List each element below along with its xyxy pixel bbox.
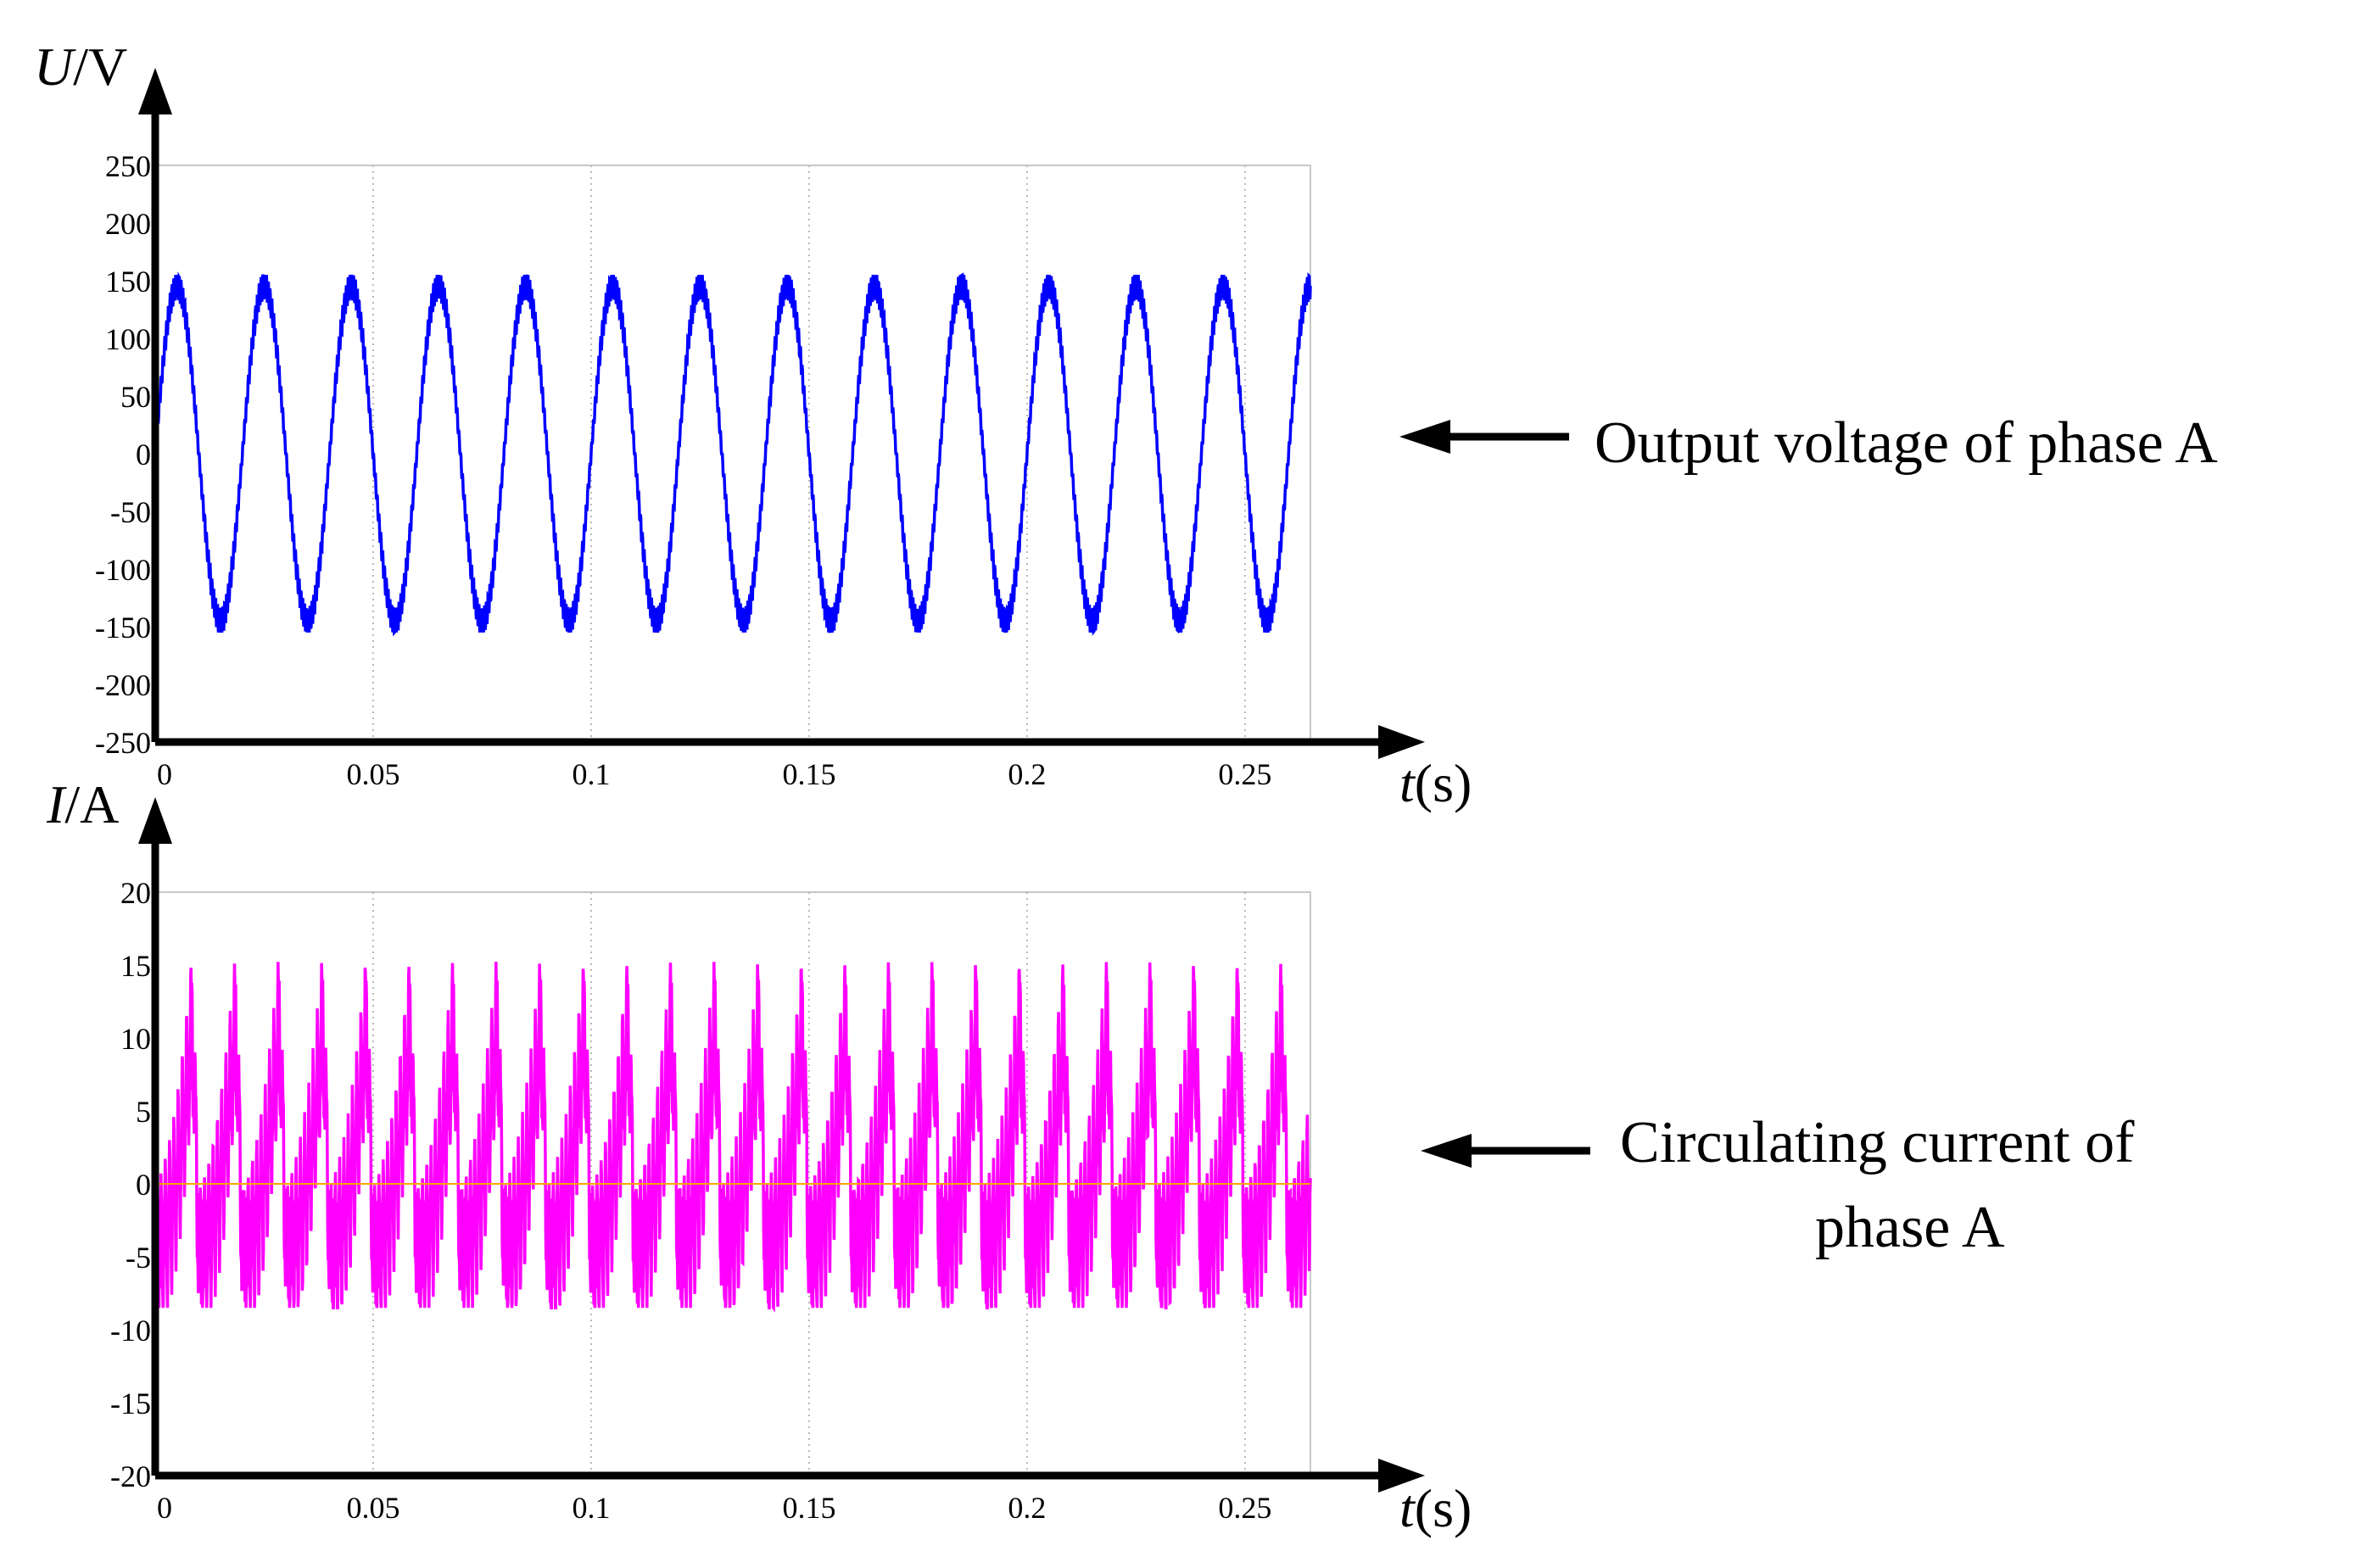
- current-xtick-label: 0.2: [1008, 1491, 1046, 1525]
- current-xtick-label: 0.25: [1218, 1491, 1271, 1525]
- current-ytick-label: -15: [110, 1387, 151, 1420]
- voltage-ytick-label: 250: [105, 149, 151, 183]
- voltage-annotation: Output voltage of phase A: [1595, 410, 2218, 476]
- current-y-axis-unit: /A: [64, 774, 119, 834]
- current-ytick-label: 5: [136, 1095, 151, 1129]
- current-series-line-0: [154, 962, 1312, 1313]
- current-xtick-label: 0.15: [782, 1491, 835, 1525]
- voltage-ytick-label: -50: [110, 495, 151, 529]
- current-xtick-label: 0: [157, 1491, 172, 1525]
- voltage-x-axis-var: t: [1399, 753, 1416, 813]
- voltage-x-axis-label: t(s): [1399, 753, 1472, 813]
- current-annotation-arrow: [1421, 1134, 1590, 1168]
- voltage-y-axis-label: U/V: [34, 36, 127, 97]
- current-ytick-label: -5: [126, 1241, 151, 1275]
- current-xtick-label: 0.1: [572, 1491, 610, 1525]
- voltage-ytick-label: 150: [105, 265, 151, 299]
- current-ytick-label: 10: [120, 1022, 151, 1056]
- current-annotation-line2: phase A: [1815, 1195, 2005, 1260]
- voltage-x-arrowhead: [1378, 725, 1425, 759]
- current-y-axis-label: I/A: [46, 774, 119, 834]
- voltage-xtick-label: 0: [157, 757, 172, 791]
- current-x-axis-var: t: [1399, 1478, 1416, 1538]
- voltage-ytick-label: -200: [95, 668, 151, 702]
- current-x-axis-label: t(s): [1399, 1478, 1472, 1538]
- current-ytick-label: 20: [120, 876, 151, 910]
- voltage-ytick-label: -100: [95, 553, 151, 587]
- current-annotation-line1: Circulating current of: [1620, 1110, 2135, 1175]
- voltage-y-axis-unit: /V: [73, 36, 127, 97]
- current-x-arrowhead: [1378, 1459, 1425, 1493]
- voltage-annotation-arrow: [1399, 420, 1569, 454]
- voltage-ytick-label: 0: [136, 438, 151, 472]
- current-y-arrowhead: [138, 797, 172, 844]
- current-chart: 0 0.05 0.1 0.15 0.2 0.25 20 15 10 5 0 -5 -10 -15 -20 I/…: [46, 774, 1472, 1538]
- current-ytick-label: -20: [110, 1459, 151, 1493]
- current-xtick-label: 0.05: [346, 1491, 399, 1525]
- current-x-axis-unit: (s): [1415, 1478, 1472, 1538]
- voltage-y-arrowhead: [138, 68, 172, 114]
- voltage-ytick-label: 50: [120, 380, 151, 414]
- voltage-xtick-label: 0.25: [1218, 757, 1271, 791]
- current-ytick-label: 15: [120, 949, 151, 983]
- voltage-ytick-label: -150: [95, 611, 151, 644]
- voltage-series-line-0: [154, 271, 1312, 637]
- voltage-xtick-label: 0.2: [1008, 757, 1046, 791]
- current-ytick-label: -10: [110, 1314, 151, 1348]
- voltage-ytick-label: 200: [105, 207, 151, 241]
- voltage-xtick-label: 0.15: [782, 757, 835, 791]
- voltage-y-axis-var: U: [34, 36, 76, 97]
- voltage-ytick-label: 100: [105, 322, 151, 356]
- current-ytick-label: 0: [136, 1168, 151, 1202]
- voltage-ytick-label: -250: [95, 726, 151, 760]
- voltage-xtick-label: 0.1: [572, 757, 610, 791]
- voltage-xtick-label: 0.05: [346, 757, 399, 791]
- voltage-x-axis-unit: (s): [1415, 753, 1472, 813]
- current-y-axis-var: I: [46, 774, 67, 834]
- voltage-chart: 0 0.05 0.1 0.15 0.2 0.25 250 200 150 100 50 0 -50 -10…: [34, 36, 1472, 813]
